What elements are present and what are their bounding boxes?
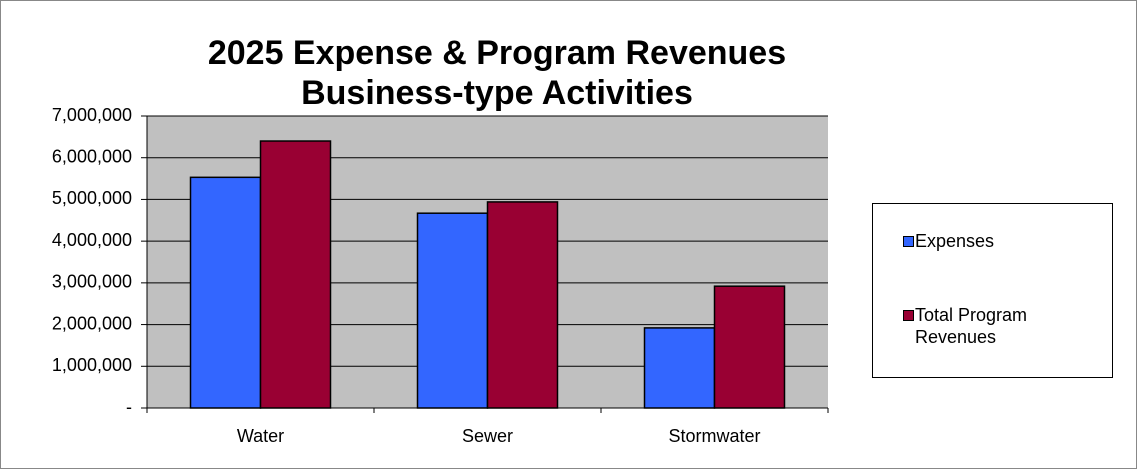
legend-swatch [903,310,914,321]
legend: Expenses Total Program Revenues [872,203,1113,378]
y-tick-label: 5,000,000 [52,188,132,208]
bar [486,201,559,409]
x-tick-label: Water [237,426,284,446]
legend-item: Total Program Revenues [903,304,1065,348]
y-tick-label: 6,000,000 [52,146,132,166]
y-tick-label: 2,000,000 [52,313,132,333]
y-tick-label: - [126,397,132,417]
y-tick-label: 4,000,000 [52,230,132,250]
x-tick-label: Stormwater [668,426,760,446]
bar [259,140,332,409]
y-tick-label: 3,000,000 [52,272,132,292]
chart-subtitle: Business-type Activities [301,74,693,112]
bar [416,212,489,409]
bar [713,285,786,409]
legend-item: Expenses [903,230,1095,252]
legend-swatch [903,236,914,247]
legend-label: Expenses [915,231,995,251]
y-tick-label: 1,000,000 [52,355,132,375]
x-tick-label: Sewer [462,426,513,446]
y-tick-label: 7,000,000 [52,105,132,125]
legend-label: Total Program Revenues [915,305,1028,347]
bar [189,176,262,409]
bar [643,327,716,409]
chart-title: 2025 Expense & Program Revenues [208,34,786,72]
